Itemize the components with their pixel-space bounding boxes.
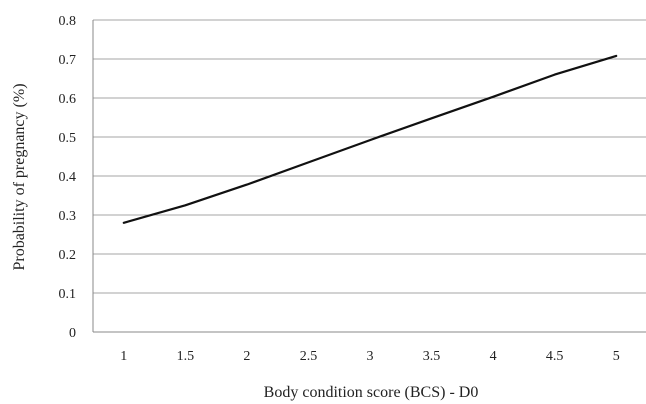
x-tick-label: 3.5 [423, 349, 441, 364]
y-tick-label: 0.3 [59, 209, 77, 224]
x-tick-label: 4 [490, 349, 497, 364]
y-tick-label: 0 [69, 326, 76, 341]
x-tick-label: 1.5 [177, 349, 195, 364]
x-tick-label: 1 [120, 349, 127, 364]
x-tick-label: 3 [367, 349, 374, 364]
series-lines [122, 54, 618, 224]
x-tick-label: 2.5 [300, 349, 318, 364]
y-tick-labels: 0 0.1 0.2 0.3 0.4 0.5 0.6 0.7 0.8 [59, 14, 77, 341]
grid-lines [93, 19, 646, 294]
y-tick-label: 0.8 [59, 14, 77, 29]
x-tick-label: 4.5 [546, 349, 564, 364]
series-line-0 [122, 54, 618, 224]
x-tick-labels: 1 1.5 2 2.5 3 3.5 4 4.5 5 [120, 349, 619, 364]
y-tick-label: 0.4 [59, 170, 77, 185]
y-tick-label: 0.5 [59, 131, 77, 146]
y-tick-label: 0.1 [59, 287, 77, 302]
x-tick-label: 5 [613, 349, 620, 364]
y-tick-label: 0.6 [59, 92, 77, 107]
x-tick-label: 2 [243, 349, 250, 364]
y-tick-label: 0.7 [59, 53, 77, 68]
y-tick-label: 0.2 [59, 248, 77, 263]
x-axis-title: Body condition score (BCS) - D0 [264, 384, 479, 401]
axes [92, 20, 646, 333]
y-axis-title: Probability of pregnancy (%) [11, 83, 28, 270]
